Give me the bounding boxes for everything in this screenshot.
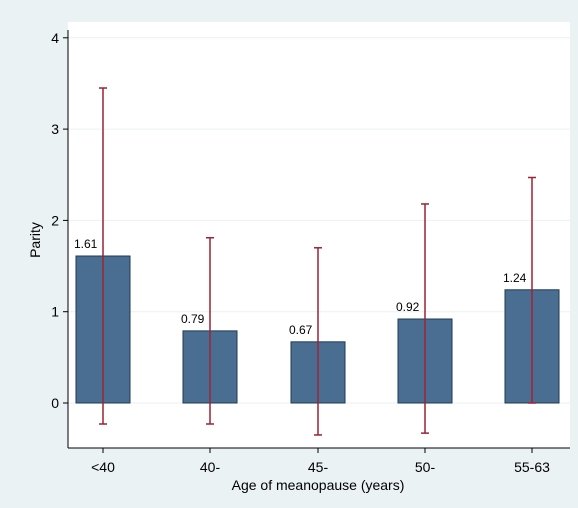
x-tick-label-2: 45- — [308, 459, 329, 475]
data-label-2: 0.67 — [289, 323, 313, 337]
y-tick-label-3: 3 — [51, 121, 59, 137]
x-tick-label-0: <40 — [91, 459, 115, 475]
y-tick-label-2: 2 — [51, 212, 59, 228]
error-bars — [99, 87, 536, 436]
x-tick-label-4: 55-63 — [514, 459, 550, 475]
data-label-3: 0.92 — [396, 300, 420, 314]
x-axis-label: Age of meanopause (years) — [232, 477, 405, 493]
y-axis-ticks: 0 1 2 3 4 — [51, 30, 68, 411]
data-label-1: 0.79 — [181, 312, 205, 326]
data-label-4: 1.24 — [503, 271, 527, 285]
x-axis-ticks: <40 40- 45- 50- 55-63 — [91, 448, 550, 475]
y-tick-label-0: 0 — [51, 395, 59, 411]
x-tick-label-1: 40- — [200, 459, 221, 475]
data-labels: 1.61 0.79 0.67 0.92 1.24 — [74, 237, 527, 337]
y-axis-label: Parity — [27, 222, 43, 258]
y-tick-label-1: 1 — [51, 304, 59, 320]
x-tick-label-3: 50- — [415, 459, 436, 475]
y-tick-label-4: 4 — [51, 30, 59, 46]
data-label-0: 1.61 — [74, 237, 98, 251]
